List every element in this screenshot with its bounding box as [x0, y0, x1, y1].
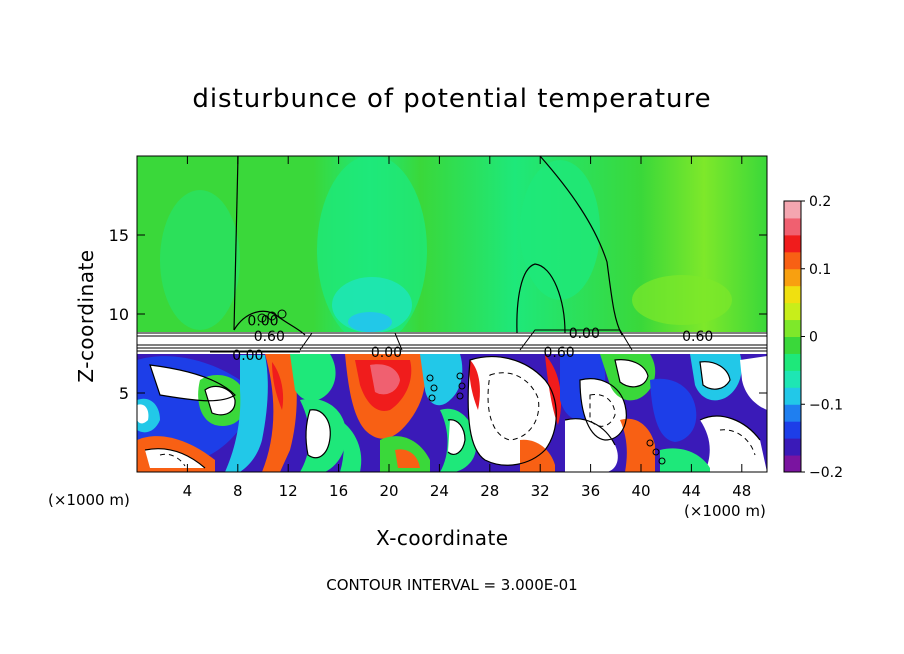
contour-label: 0.00	[247, 313, 278, 329]
colorbar-swatch	[784, 387, 801, 405]
contour-label: 0.00	[232, 348, 263, 364]
contour-label: 0.00	[569, 326, 600, 342]
turbulent-swirls	[137, 354, 767, 472]
contour-label: 0.60	[544, 345, 575, 361]
colorbar-swatch	[784, 234, 801, 253]
contour-interval-footer: CONTOUR INTERVAL = 3.000E-01	[326, 576, 578, 594]
colorbar-swatch	[784, 404, 801, 422]
colorbar-swatch	[784, 251, 801, 270]
x-tick-label: 44	[682, 482, 701, 500]
x-tick-label: 48	[732, 482, 751, 500]
x-tick-label: 4	[183, 482, 193, 500]
x-tick-label: 32	[531, 482, 550, 500]
y-tick-label: 5	[119, 384, 129, 403]
y-tick-label: 15	[109, 226, 129, 245]
colorbar-swatch	[784, 438, 801, 456]
contour-labels: 0.600.00 0.000.000.600.600.00	[232, 313, 713, 364]
colorbar-swatch	[784, 217, 801, 236]
colorbar-tick-label: 0.1	[809, 262, 831, 278]
contour-label: 0.60	[254, 329, 285, 345]
contour-lines	[144, 156, 761, 469]
colorbar-tick-label: −0.1	[809, 397, 843, 413]
colorbar-swatch	[784, 353, 801, 371]
contour-label: 0.00	[371, 345, 402, 361]
colorbar-swatch	[784, 268, 801, 287]
colorbar-swatch	[784, 319, 801, 337]
y-axis-label: Z-coordinate	[74, 249, 98, 383]
colorbar: 0.2 0.1 0 −0.1 −0.2	[783, 194, 843, 481]
x-tick-label: 8	[233, 482, 243, 500]
chart-title: disturbunce of potential temperature	[192, 84, 712, 114]
colorbar-tick-label: −0.2	[809, 465, 843, 481]
colorbar-swatch	[784, 285, 801, 304]
colorbar-tick-label: 0.2	[809, 194, 831, 210]
y-tick-label: 10	[109, 305, 129, 324]
x-tick-label: 36	[581, 482, 600, 500]
x-tick-label: 24	[430, 482, 449, 500]
x-unit-left: (×1000 m)	[48, 491, 130, 509]
x-tick-label: 28	[480, 482, 499, 500]
colorbar-swatch	[784, 201, 801, 219]
x-axis-label: X-coordinate	[376, 526, 509, 550]
colorbar-swatch	[784, 455, 801, 473]
x-tick-label: 40	[631, 482, 650, 500]
x-tick-label: 12	[279, 482, 298, 500]
x-tick-label: 20	[379, 482, 398, 500]
colorbar-tick-label: 0	[809, 330, 818, 346]
colorbar-swatch	[784, 302, 801, 321]
contour-label: 0.60	[682, 329, 713, 345]
x-tick-label: 16	[329, 482, 348, 500]
colorbar-swatch	[784, 336, 801, 354]
colorbar-swatch	[784, 370, 801, 388]
x-unit-right: (×1000 m)	[684, 502, 766, 520]
field-plot	[137, 156, 767, 472]
colorbar-swatch	[784, 421, 801, 439]
